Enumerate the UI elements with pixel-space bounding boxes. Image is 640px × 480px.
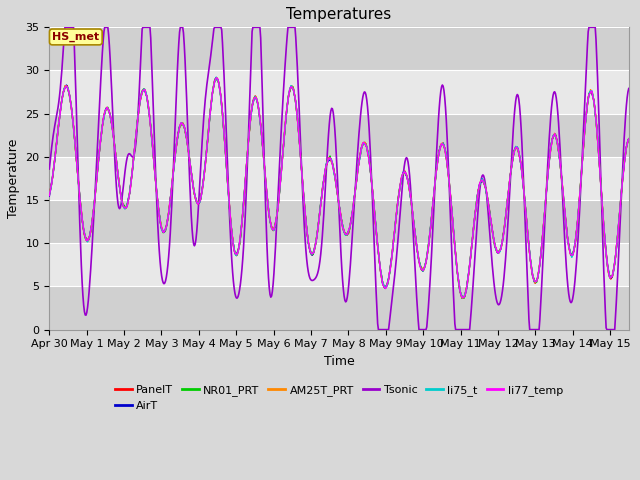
Line: NR01_PRT: NR01_PRT	[49, 78, 628, 298]
li77_temp	[625, 136, 632, 142]
PanelT	[625, 137, 632, 143]
Bar	[49, 157, 628, 200]
PanelT	[48, 180, 56, 185]
AM25T_PRT	[625, 136, 632, 142]
Title: Temperatures: Temperatures	[287, 7, 392, 22]
Tsonic	[127, 153, 135, 158]
PanelT	[127, 183, 134, 189]
AM25T_PRT	[294, 114, 301, 120]
AM25T_PRT	[477, 179, 484, 184]
li77_temp	[459, 295, 467, 300]
li75_t	[459, 295, 467, 300]
Text: HS_met: HS_met	[52, 32, 99, 42]
Tsonic	[45, 166, 53, 172]
AM25T_PRT	[316, 215, 323, 220]
Tsonic	[477, 180, 484, 186]
li75_t	[477, 179, 484, 185]
X-axis label: Time: Time	[324, 355, 355, 368]
PanelT	[294, 115, 301, 121]
NR01_PRT	[477, 180, 484, 185]
Y-axis label: Temperature: Temperature	[7, 139, 20, 218]
AirT	[316, 214, 323, 220]
li75_t	[212, 74, 220, 80]
Bar	[49, 287, 628, 330]
Line: AM25T_PRT: AM25T_PRT	[49, 78, 628, 298]
Tsonic	[61, 24, 68, 30]
Bar	[49, 71, 628, 114]
NR01_PRT	[127, 184, 134, 190]
AirT	[294, 114, 301, 120]
li77_temp	[477, 179, 484, 184]
AM25T_PRT	[213, 75, 221, 81]
li77_temp	[48, 181, 56, 187]
NR01_PRT	[212, 75, 220, 81]
AM25T_PRT	[45, 191, 53, 197]
PanelT	[477, 180, 484, 185]
AM25T_PRT	[48, 181, 56, 187]
PanelT	[212, 75, 220, 81]
AirT	[477, 180, 484, 185]
AirT	[48, 179, 56, 184]
AM25T_PRT	[127, 184, 134, 190]
Tsonic	[294, 64, 301, 70]
AirT	[127, 183, 134, 189]
NR01_PRT	[45, 192, 53, 198]
PanelT	[45, 191, 53, 196]
Line: PanelT: PanelT	[49, 78, 628, 298]
PanelT	[463, 286, 470, 291]
li77_temp	[316, 215, 323, 220]
Tsonic	[316, 264, 323, 269]
Tsonic	[463, 327, 470, 333]
AirT	[463, 285, 470, 290]
NR01_PRT	[459, 295, 467, 301]
li77_temp	[463, 285, 470, 291]
AirT	[459, 295, 467, 301]
li77_temp	[212, 75, 220, 81]
AirT	[45, 193, 53, 199]
li77_temp	[294, 115, 301, 121]
Line: Tsonic: Tsonic	[49, 27, 628, 330]
li75_t	[316, 215, 323, 221]
Tsonic	[48, 144, 56, 150]
NR01_PRT	[625, 136, 632, 142]
NR01_PRT	[463, 286, 470, 291]
AirT	[625, 136, 632, 142]
li75_t	[463, 287, 470, 292]
Tsonic	[374, 327, 382, 333]
li75_t	[625, 136, 632, 142]
NR01_PRT	[316, 216, 323, 221]
Line: li75_t: li75_t	[49, 77, 628, 298]
AM25T_PRT	[459, 295, 467, 301]
li75_t	[294, 114, 301, 120]
Bar	[49, 243, 628, 287]
Bar	[49, 27, 628, 71]
Bar	[49, 114, 628, 157]
li75_t	[127, 183, 134, 189]
PanelT	[316, 215, 323, 220]
AirT	[212, 74, 220, 80]
li75_t	[45, 191, 53, 197]
li77_temp	[45, 192, 53, 198]
li75_t	[48, 181, 56, 187]
Line: li77_temp: li77_temp	[49, 78, 628, 298]
AM25T_PRT	[463, 284, 470, 290]
NR01_PRT	[48, 180, 56, 186]
Line: AirT: AirT	[49, 77, 628, 298]
NR01_PRT	[294, 115, 301, 120]
PanelT	[460, 295, 467, 300]
Tsonic	[625, 85, 632, 91]
li77_temp	[127, 185, 134, 191]
Legend: PanelT, AirT, NR01_PRT, AM25T_PRT, Tsonic, li75_t, li77_temp: PanelT, AirT, NR01_PRT, AM25T_PRT, Tsoni…	[111, 381, 568, 415]
Bar	[49, 200, 628, 243]
